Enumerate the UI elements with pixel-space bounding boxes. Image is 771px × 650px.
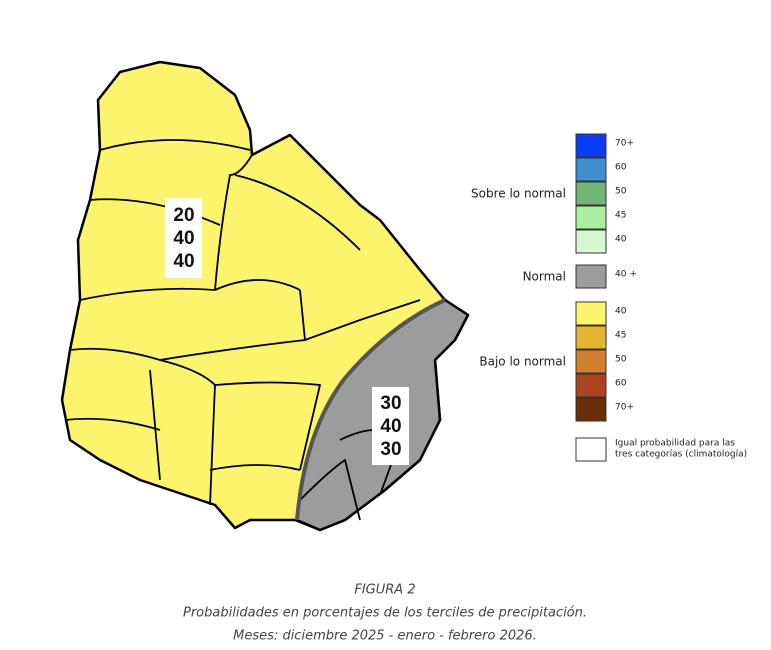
region-value: 40 — [380, 416, 401, 437]
legend-swatch — [575, 301, 607, 326]
legend-label: 60 — [615, 379, 627, 389]
legend-label: 40 — [615, 307, 627, 317]
legend-swatch — [575, 397, 607, 422]
legend-label: 70+ — [615, 139, 634, 149]
legend-swatch — [575, 157, 607, 182]
region-boundary — [295, 298, 446, 521]
legend-swatch — [575, 437, 607, 462]
legend-group-label: Normal — [523, 270, 566, 284]
legend-swatch — [575, 205, 607, 230]
legend-label: 40 + — [615, 270, 637, 280]
department-borders — [64, 139, 421, 521]
legend-swatch — [575, 373, 607, 398]
region-value: 40 — [173, 228, 194, 249]
legend-swatch — [575, 325, 607, 350]
legend-group-label: Bajo lo normal — [479, 355, 566, 369]
legend-label: tres categorías (climatología) — [615, 450, 747, 460]
legend-swatch — [575, 264, 607, 289]
legend-label: 40 — [615, 235, 627, 245]
legend-group-label: Sobre lo normal — [471, 187, 566, 201]
legend: 70+ 60 50 45 40 Sobre lo normal 40 + Normal 40 45… — [471, 133, 747, 462]
region-value: 30 — [380, 439, 401, 460]
region-value: 20 — [173, 205, 194, 226]
legend-swatch — [575, 181, 607, 206]
legend-swatch — [575, 133, 607, 158]
legend-label: 50 — [615, 355, 627, 365]
caption-figure: FIGURA 2 — [354, 583, 415, 598]
value-box — [165, 198, 202, 278]
legend-label: 50 — [615, 187, 627, 197]
legend-swatch — [575, 349, 607, 374]
caption-line: Probabilidades en porcentajes de los ter… — [183, 606, 587, 621]
value-box — [372, 387, 409, 465]
legend-label: 60 — [615, 163, 627, 173]
legend-label: 70+ — [615, 403, 634, 413]
legend-swatch — [575, 229, 607, 254]
region-value: 30 — [380, 393, 401, 414]
legend-label: 45 — [615, 331, 626, 341]
map: 20 40 40 30 40 30 — [60, 60, 470, 532]
region-value: 40 — [173, 251, 194, 272]
caption-line: Meses: diciembre 2025 - enero - febrero … — [233, 629, 537, 644]
legend-label: 45 — [615, 211, 626, 221]
legend-label: Igual probabilidad para las — [615, 439, 735, 449]
